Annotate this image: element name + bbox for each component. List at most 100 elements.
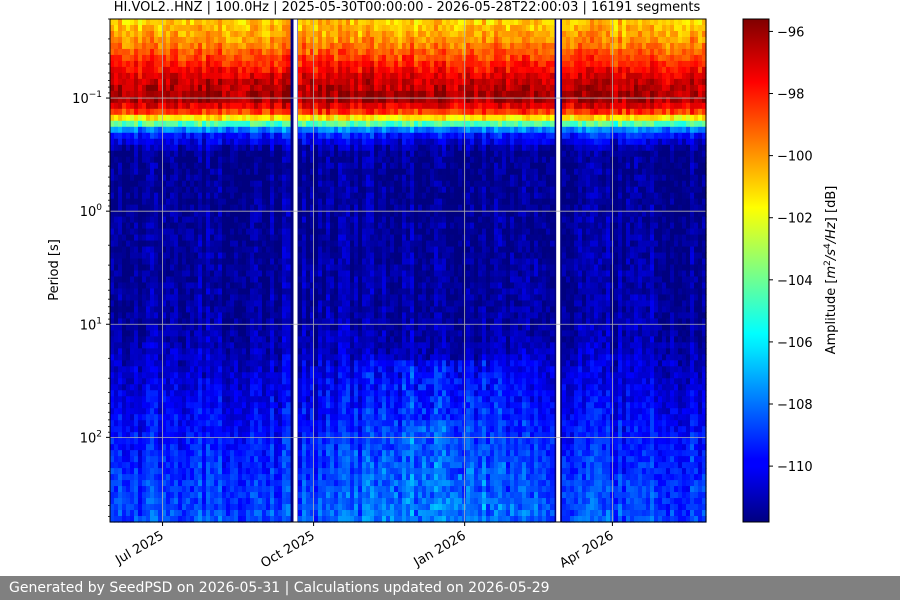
heatmap-cell xyxy=(262,96,267,104)
heatmap-cell xyxy=(242,180,247,188)
heatmap-cell xyxy=(346,174,351,182)
heatmap-cell xyxy=(162,414,167,421)
heatmap-cell xyxy=(350,132,355,140)
heatmap-cell xyxy=(254,324,259,331)
heatmap-cell xyxy=(202,312,207,320)
heatmap-cell xyxy=(182,204,187,212)
heatmap-cell xyxy=(146,240,151,248)
heatmap-cell xyxy=(110,198,115,206)
heatmap-cell xyxy=(190,222,195,230)
heatmap-cell xyxy=(286,300,291,308)
heatmap-cell xyxy=(150,228,155,236)
heatmap-cell xyxy=(262,360,267,367)
heatmap-cell xyxy=(134,486,139,493)
heatmap-cell xyxy=(170,72,175,80)
heatmap-cell xyxy=(302,282,307,290)
heatmap-cell xyxy=(318,126,323,134)
heatmap-cell xyxy=(206,90,211,98)
heatmap-cell xyxy=(126,408,131,415)
heatmap-cell xyxy=(138,120,143,128)
heatmap-cell xyxy=(318,354,323,361)
heatmap-cell xyxy=(138,174,143,182)
heatmap-cell xyxy=(138,402,143,409)
heatmap-cell xyxy=(114,144,119,152)
heatmap-cell xyxy=(118,102,123,110)
heatmap-cell xyxy=(314,30,319,38)
heatmap-column xyxy=(110,19,115,523)
heatmap-cell xyxy=(226,372,231,379)
heatmap-cell xyxy=(190,84,195,92)
heatmap-cell xyxy=(210,378,215,385)
heatmap-cell xyxy=(330,150,335,158)
heatmap-cell xyxy=(134,246,139,254)
heatmap-cell xyxy=(134,360,139,367)
heatmap-cell xyxy=(186,450,191,457)
heatmap-cell xyxy=(226,474,231,481)
heatmap-cell xyxy=(230,186,235,194)
heatmap-cell xyxy=(342,66,347,74)
heatmap-cell xyxy=(270,60,275,68)
heatmap-cell xyxy=(342,210,347,218)
heatmap-cell xyxy=(222,498,227,505)
heatmap-cell xyxy=(318,330,323,337)
heatmap-cell xyxy=(286,120,291,128)
heatmap-cell xyxy=(238,216,243,224)
heatmap-cell xyxy=(162,330,167,337)
heatmap-cell xyxy=(154,30,159,38)
heatmap-cell xyxy=(158,360,163,367)
heatmap-cell xyxy=(126,384,131,391)
heatmap-cell xyxy=(246,168,251,176)
heatmap-cell xyxy=(150,156,155,164)
heatmap-cell xyxy=(178,276,183,284)
heatmap-cell xyxy=(210,318,215,325)
heatmap-cell xyxy=(282,294,287,302)
heatmap-cell xyxy=(122,468,127,475)
heatmap-cell xyxy=(334,426,339,433)
heatmap-cell xyxy=(322,192,327,200)
heatmap-cell xyxy=(110,294,115,302)
heatmap-cell xyxy=(210,420,215,427)
heatmap-cell xyxy=(270,408,275,415)
heatmap-cell xyxy=(150,432,155,439)
heatmap-cell xyxy=(218,222,223,230)
heatmap-cell xyxy=(234,19,239,26)
heatmap-cell xyxy=(130,42,135,50)
heatmap-cell xyxy=(234,96,239,104)
heatmap-cell xyxy=(314,366,319,373)
heatmap-cell xyxy=(130,486,135,493)
heatmap-cell xyxy=(146,102,151,110)
heatmap-cell xyxy=(222,336,227,343)
heatmap-cell xyxy=(302,510,307,517)
heatmap-cell xyxy=(262,510,267,517)
heatmap-cell xyxy=(134,204,139,212)
heatmap-cell xyxy=(342,54,347,62)
heatmap-cell xyxy=(166,498,171,505)
heatmap-cell xyxy=(270,306,275,314)
heatmap-cell xyxy=(174,402,179,409)
heatmap-cell xyxy=(334,372,339,379)
heatmap-cell xyxy=(210,342,215,349)
heatmap-cell xyxy=(234,90,239,98)
heatmap-cell xyxy=(306,198,311,206)
heatmap-cell xyxy=(222,90,227,98)
heatmap-cell xyxy=(246,420,251,427)
heatmap-cell xyxy=(162,498,167,505)
heatmap-cell xyxy=(138,72,143,80)
heatmap-cell xyxy=(166,24,171,32)
heatmap-cell xyxy=(190,474,195,481)
heatmap-cell xyxy=(278,126,283,134)
heatmap-cell xyxy=(342,396,347,403)
heatmap-cell xyxy=(250,444,255,451)
heatmap-cell xyxy=(286,204,291,212)
heatmap-cell xyxy=(162,366,167,373)
heatmap-cell xyxy=(274,468,279,475)
heatmap-cell xyxy=(250,390,255,397)
heatmap-cell xyxy=(122,24,127,32)
heatmap-cell xyxy=(254,198,259,206)
heatmap-cell xyxy=(182,318,187,325)
heatmap-cell xyxy=(158,132,163,140)
heatmap-cell xyxy=(234,240,239,248)
heatmap-cell xyxy=(166,330,171,337)
heatmap-cell xyxy=(226,432,231,439)
heatmap-cell xyxy=(242,504,247,511)
